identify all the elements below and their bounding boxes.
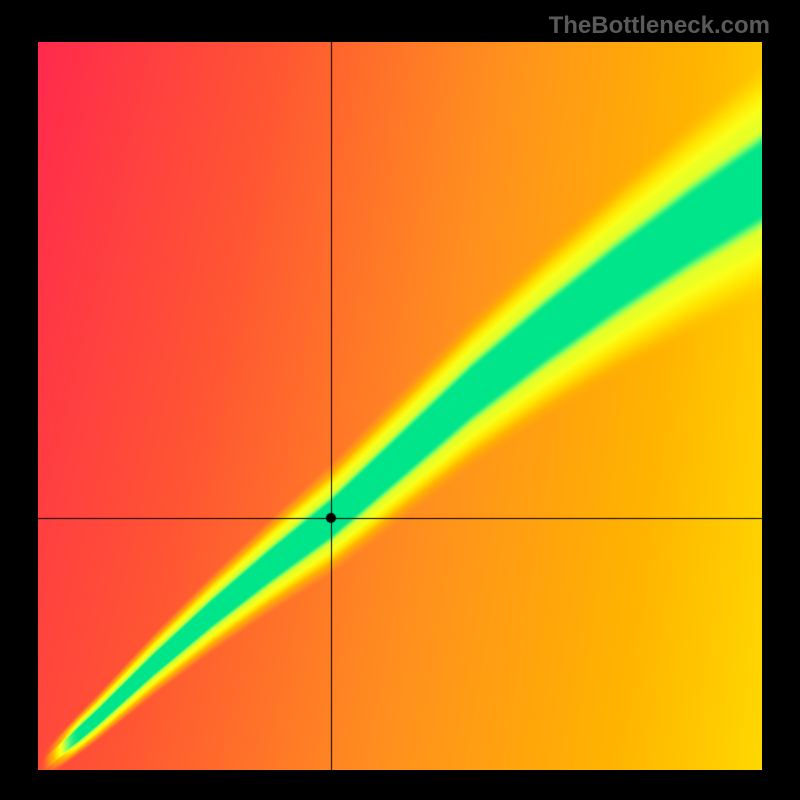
watermark-text: TheBottleneck.com bbox=[549, 12, 770, 40]
bottleneck-heatmap bbox=[38, 42, 762, 770]
chart-container: TheBottleneck.com bbox=[0, 0, 800, 800]
